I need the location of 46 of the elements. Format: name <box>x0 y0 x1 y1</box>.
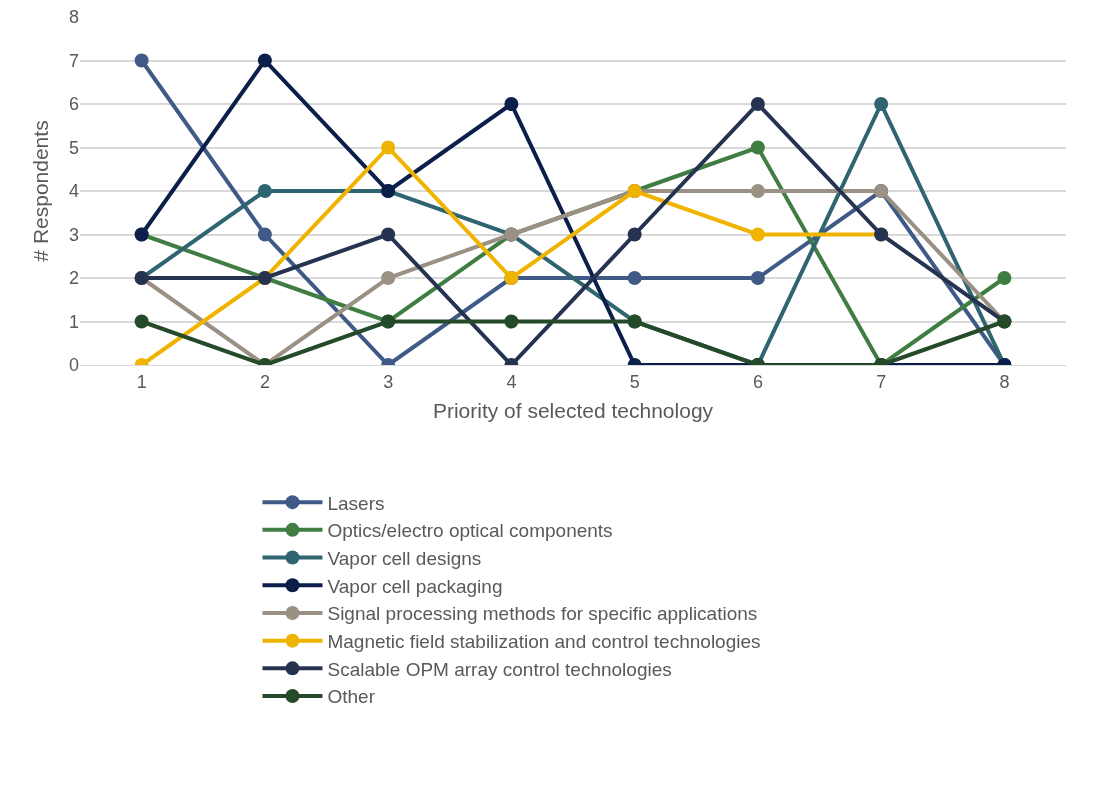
x-tick-label: 7 <box>876 371 887 392</box>
y-tick-label: 5 <box>68 137 79 158</box>
y-tick-label: 8 <box>68 7 79 28</box>
point <box>750 271 765 285</box>
x-tick-label: 4 <box>506 371 517 392</box>
legend-label: Scalable OPM array control technologies <box>327 658 672 680</box>
y-axis-title: # Respondents <box>29 120 53 262</box>
legend-label: Lasers <box>327 492 385 514</box>
point <box>997 271 1012 285</box>
y-tick-label: 0 <box>68 355 79 376</box>
point <box>627 227 642 242</box>
y-tick-label: 3 <box>68 224 79 245</box>
point <box>257 53 272 68</box>
point <box>134 314 149 329</box>
point <box>257 184 272 198</box>
x-tick-label: 2 <box>259 371 270 392</box>
point <box>750 97 765 111</box>
point <box>381 140 396 155</box>
point <box>627 271 642 285</box>
x-tick-label: 8 <box>999 371 1010 392</box>
y-tick-label: 2 <box>68 268 79 289</box>
point <box>504 314 519 329</box>
point <box>257 227 272 242</box>
x-tick-label: 1 <box>136 371 147 392</box>
point <box>750 140 765 155</box>
legend-label: Magnetic field stabilization and control technologies <box>327 631 761 653</box>
x-axis-title: Priority of selected technology <box>432 398 714 422</box>
legend-label: Optics/electro optical components <box>327 520 613 542</box>
legend-label: Signal processing methods for specific applications <box>327 603 758 625</box>
point <box>381 227 396 242</box>
point <box>750 227 765 242</box>
point <box>750 184 765 198</box>
x-tick-label: 6 <box>752 371 763 392</box>
y-tick-label: 7 <box>68 50 79 71</box>
x-tick-label: 5 <box>629 371 640 392</box>
y-tick-label: 4 <box>68 181 79 202</box>
point <box>504 97 519 111</box>
legend-label: Vapor cell packaging <box>327 575 503 597</box>
y-tick-label: 6 <box>68 94 79 115</box>
point <box>134 53 149 68</box>
legend-label: Vapor cell designs <box>327 547 482 569</box>
x-tick-label: 3 <box>383 371 394 392</box>
legend-label: Other <box>327 686 376 708</box>
point <box>874 97 889 111</box>
point <box>381 271 396 285</box>
y-tick-label: 1 <box>68 311 79 332</box>
